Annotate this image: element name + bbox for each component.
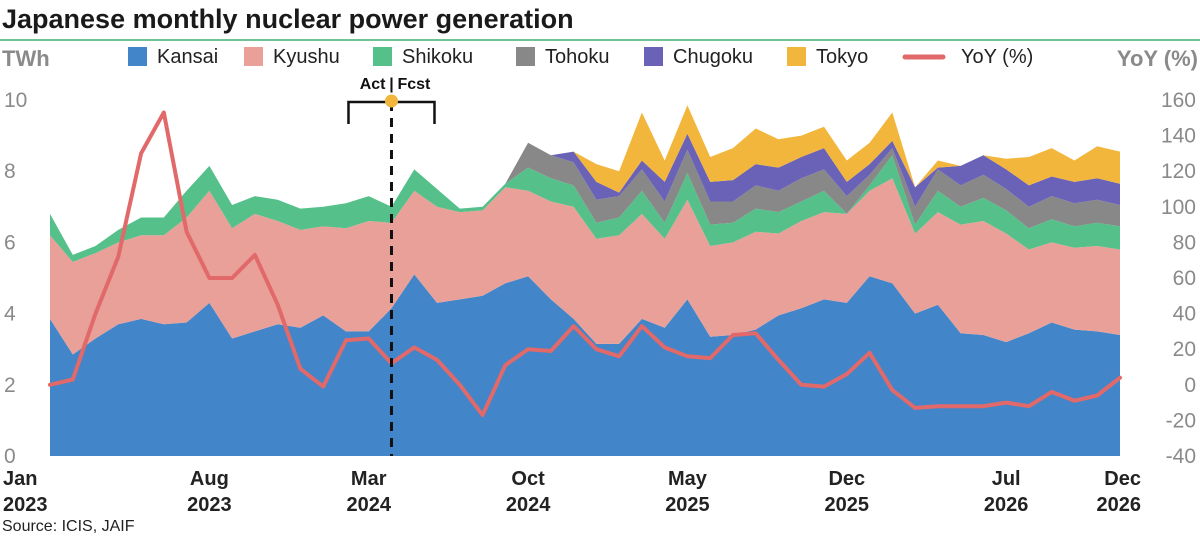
y-axis-left-unit: TWh — [2, 46, 50, 71]
x-tick-month-label: Jan — [3, 468, 37, 490]
x-tick-year-label: 2024 — [506, 494, 551, 516]
y-tick-right-label: 160 — [1161, 89, 1196, 112]
chart-title: Japanese monthly nuclear power generatio… — [2, 4, 574, 34]
y-tick-right-label: 140 — [1161, 125, 1196, 148]
legend-swatch-tohoku — [516, 47, 535, 66]
legend-swatch-chugoku — [644, 47, 663, 66]
source-note: Source: ICIS, JAIF — [2, 518, 135, 535]
legend-label-kyushu: Kyushu — [273, 46, 340, 68]
x-tick-year-label: 2024 — [346, 494, 391, 516]
y-tick-right-label: 0 — [1184, 374, 1196, 397]
y-tick-left-label: 8 — [4, 160, 16, 183]
x-tick-month-label: Mar — [351, 468, 387, 490]
y-tick-right-label: 100 — [1161, 196, 1196, 219]
yoy-line-layer — [48, 110, 1122, 418]
area-series-kyushu — [50, 178, 1120, 355]
y-tick-left-label: 6 — [4, 231, 16, 254]
area-series-tohoku — [50, 142, 1120, 255]
x-tick-year-label: 2025 — [825, 494, 870, 516]
legend-label-chugoku: Chugoku — [673, 46, 753, 68]
y-tick-right-label: -20 — [1166, 409, 1196, 432]
actual-label: Act — [360, 76, 386, 93]
area-series-shikoku — [50, 155, 1120, 262]
y-tick-left-label: 2 — [4, 374, 16, 397]
x-tick-month-label: Dec — [1104, 468, 1141, 490]
y-axis-right-ticks: -40 -20 0 20 40 60 80 100 120 140 160 — [1161, 89, 1196, 468]
legend-swatch-kyushu — [244, 47, 263, 66]
x-tick-year-label: 2026 — [984, 494, 1029, 516]
legend-swatch-tokyo — [787, 47, 806, 66]
yoy-line — [48, 110, 1122, 418]
x-tick-year-label: 2023 — [3, 494, 48, 516]
y-axis-right-unit: YoY (%) — [1117, 46, 1198, 71]
y-tick-right-label: 120 — [1161, 160, 1196, 183]
x-tick-year-label: 2023 — [187, 494, 232, 516]
area-series-kansai — [50, 274, 1120, 456]
stacked-areas — [50, 105, 1120, 456]
x-tick-month-label: Dec — [828, 468, 865, 490]
legend-swatch-kansai — [128, 47, 147, 66]
legend-label-tokyo: Tokyo — [816, 46, 868, 68]
forecast-dot — [384, 94, 398, 108]
x-axis-ticks: Jan 2023 Aug 2023 Mar 2024 Oct 2024 May 2025 Dec 20… — [3, 468, 1141, 516]
x-tick-month-label: May — [668, 468, 708, 490]
legend-label-shikoku: Shikoku — [402, 46, 473, 68]
legend-label-yoy: YoY (%) — [961, 46, 1033, 68]
divider-separator: | — [389, 76, 393, 93]
x-tick-month-label: Aug — [190, 468, 229, 490]
y-tick-right-label: -40 — [1166, 445, 1196, 468]
legend-label-tohoku: Tohoku — [545, 46, 610, 68]
y-tick-right-label: 80 — [1173, 231, 1196, 254]
y-tick-right-label: 60 — [1173, 267, 1196, 290]
forecast-marker: Act | Fcst — [347, 76, 436, 456]
forecast-label: Fcst — [397, 76, 431, 93]
x-tick-year-label: 2025 — [665, 494, 710, 516]
y-tick-right-label: 40 — [1173, 303, 1196, 326]
legend: Kansai Kyushu Shikoku Tohoku Chugoku Tokyo YoY… — [128, 46, 1033, 68]
legend-label-kansai: Kansai — [157, 46, 218, 68]
x-tick-year-label: 2026 — [1097, 494, 1142, 516]
x-tick-month-label: Oct — [511, 468, 545, 490]
y-tick-left-label: 10 — [4, 89, 27, 112]
y-tick-left-label: 0 — [4, 445, 16, 468]
y-axis-left-ticks: 0 2 4 6 8 10 — [4, 89, 27, 468]
y-tick-right-label: 20 — [1173, 338, 1196, 361]
legend-swatch-shikoku — [373, 47, 392, 66]
x-tick-month-label: Jul — [992, 468, 1021, 490]
y-tick-left-label: 4 — [4, 303, 16, 326]
